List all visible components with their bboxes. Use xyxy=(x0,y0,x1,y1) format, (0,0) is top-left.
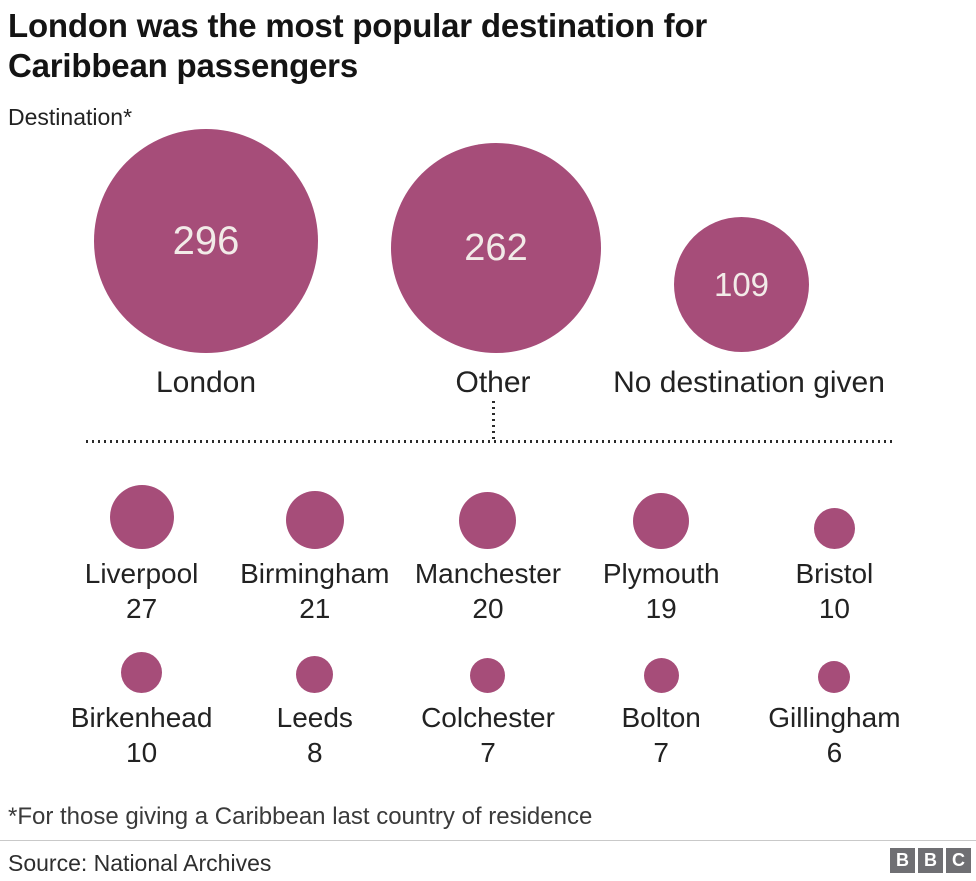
bubble-liverpool-label: Liverpool xyxy=(84,558,199,589)
bubble-birkenhead-label: Birkenhead xyxy=(70,702,213,733)
bubble-no-destination: 109 xyxy=(674,217,809,352)
breakdown-item-liverpool: Liverpool 27 xyxy=(55,484,228,625)
bubble-plymouth-label: Plymouth xyxy=(602,558,720,589)
bubble-london-label: London xyxy=(155,366,257,399)
bubble-leeds-value: 8 xyxy=(307,736,323,768)
breakdown-item-gillingham: Gillingham 6 xyxy=(748,651,921,769)
breakdown-item-bristol: Bristol 10 xyxy=(748,484,921,625)
bubble-plymouth xyxy=(633,493,690,549)
bubble-gillingham-value: 6 xyxy=(826,736,843,768)
bubble-bolton-value: 7 xyxy=(653,736,669,768)
bubble-no-destination-value: 109 xyxy=(713,265,770,303)
breakdown-row-2: Birkenhead 10 Leeds 8 Colchester 7 Bolto… xyxy=(55,651,921,769)
bubble-manchester-label: Manchester xyxy=(414,558,562,589)
bubble-birmingham-label: Birmingham xyxy=(240,558,390,589)
bubble-leeds-label: Leeds xyxy=(276,702,353,733)
bubble-manchester-value: 20 xyxy=(472,592,504,624)
destination-axis-label: Destination* xyxy=(8,104,133,130)
bubble-other: 262 xyxy=(391,143,601,353)
breakdown-item-manchester: Manchester 20 xyxy=(401,484,574,625)
chart-title: London was the most popular destination … xyxy=(8,7,708,84)
bubble-gillingham xyxy=(818,661,851,693)
bubble-other-value: 262 xyxy=(464,226,528,269)
footer-divider xyxy=(0,840,976,841)
bubble-liverpool-value: 27 xyxy=(126,592,158,624)
breakdown-item-birkenhead: Birkenhead 10 xyxy=(55,651,228,769)
bbc-logo: B B C xyxy=(890,848,971,873)
bubble-colchester-value: 7 xyxy=(480,736,496,768)
breakdown-item-leeds: Leeds 8 xyxy=(228,651,401,769)
breakdown-item-birmingham: Birmingham 21 xyxy=(228,484,401,625)
breakdown-dotted-divider-line xyxy=(86,440,896,443)
breakdown-item-bolton: Bolton 7 xyxy=(575,651,748,769)
bubble-birkenhead-value: 10 xyxy=(126,736,158,768)
bbc-logo-block-1: B xyxy=(890,848,915,873)
breakdown-item-plymouth: Plymouth 19 xyxy=(575,484,748,625)
bubble-liverpool xyxy=(109,485,174,549)
source-credit: Source: National Archives xyxy=(8,850,272,876)
bubble-birkenhead xyxy=(121,652,163,693)
bubble-no-destination-label: No destination given xyxy=(613,366,885,399)
bbc-logo-block-3: C xyxy=(946,848,971,873)
bubble-london-value: 296 xyxy=(172,218,240,263)
bubble-london: 296 xyxy=(94,129,318,353)
bubble-birmingham xyxy=(285,491,344,549)
bubble-other-label: Other xyxy=(455,366,531,399)
bubble-bristol-value: 10 xyxy=(818,592,850,624)
bubble-leeds xyxy=(296,656,334,693)
bubble-colchester xyxy=(470,658,506,693)
chart-footnote: *For those giving a Caribbean last count… xyxy=(8,803,593,830)
bubble-bolton-label: Bolton xyxy=(621,702,701,733)
bubble-plymouth-value: 19 xyxy=(645,592,677,624)
breakdown-item-colchester: Colchester 7 xyxy=(401,651,574,769)
connector-vertical-dotted-line xyxy=(492,401,495,439)
bbc-logo-block-2: B xyxy=(918,848,943,873)
breakdown-row-1: Liverpool 27 Birmingham 21 Manchester 20… xyxy=(55,484,921,625)
bubble-manchester xyxy=(459,492,517,549)
bubble-bristol-label: Bristol xyxy=(795,558,874,589)
bubble-birmingham-value: 21 xyxy=(299,592,331,624)
bubble-colchester-label: Colchester xyxy=(421,702,555,733)
bubble-gillingham-label: Gillingham xyxy=(768,702,901,733)
bubble-bolton xyxy=(643,658,679,693)
bubble-bristol xyxy=(813,508,855,549)
